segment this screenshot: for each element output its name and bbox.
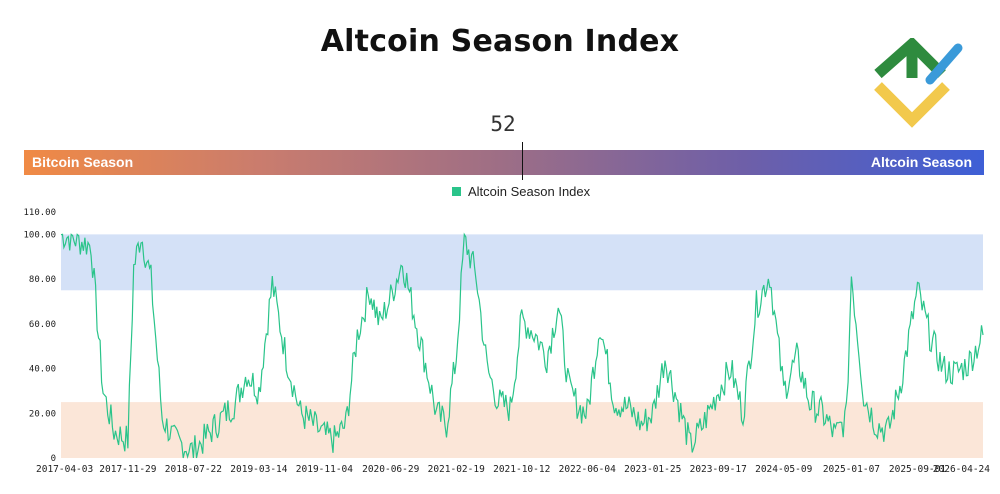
brand-logo-icon [874, 38, 963, 128]
altcoin-index-chart: 0 20.00 40.00 60.00 80.00 100.00 110.00 2017-0… [23, 208, 990, 475]
x-tick-label: 2017-04-03 [36, 464, 93, 475]
x-tick-label: 2024-05-09 [755, 464, 812, 475]
y-tick-label: 20.00 [29, 409, 56, 419]
x-tick-label: 2017-11-29 [99, 464, 156, 475]
x-tick-label: 2021-10-12 [493, 464, 550, 475]
x-tick-label: 2018-07-22 [165, 464, 222, 475]
x-tick-label: 2023-09-17 [690, 464, 747, 475]
x-tick-label: 2026-04-24 [933, 464, 990, 475]
x-tick-label: 2019-03-14 [230, 464, 287, 475]
y-tick-label: 40.00 [29, 365, 56, 375]
gauge-value: 52 [490, 112, 516, 136]
x-tick-label: 2019-11-04 [296, 464, 353, 475]
series-line-altcoin-index [60, 232, 984, 459]
page-title: Altcoin Season Index [320, 24, 680, 59]
legend-label: Altcoin Season Index [468, 184, 591, 199]
chart-legend[interactable]: Altcoin Season Index [452, 184, 590, 199]
x-tick-label: 2025-01-07 [823, 464, 880, 475]
gauge-right-label: Altcoin Season [870, 154, 972, 170]
x-tick-label: 2021-02-19 [428, 464, 485, 475]
x-tick-label: 2022-06-04 [559, 464, 616, 475]
altcoin-season-band [61, 234, 983, 291]
season-gauge-bar: Bitcoin Season Altcoin Season [24, 150, 984, 175]
x-tick-label: 2025-09-01 [889, 464, 946, 475]
x-tick-label: 2023-01-25 [624, 464, 681, 475]
y-tick-label: 80.00 [29, 275, 56, 285]
gauge-left-label: Bitcoin Season [32, 154, 134, 170]
x-tick-label: 2020-06-29 [362, 464, 419, 475]
y-tick-label: 110.00 [23, 208, 56, 218]
gauge-marker [522, 142, 523, 180]
y-tick-label: 0 [51, 454, 56, 464]
legend-swatch [452, 187, 461, 196]
y-tick-label: 60.00 [29, 320, 56, 330]
y-tick-label: 100.00 [23, 230, 56, 240]
bitcoin-season-band [61, 402, 983, 458]
